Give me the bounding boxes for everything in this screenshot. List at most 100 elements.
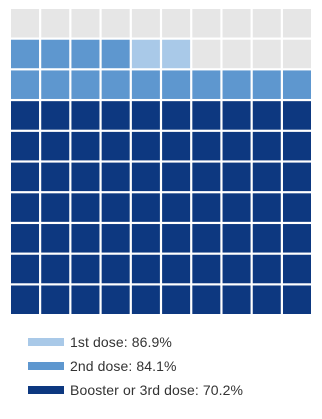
- waffle-cell-booster-or-3rd-dose: [41, 285, 70, 314]
- waffle-cell-2nd-dose: [41, 39, 70, 69]
- waffle-cell-booster-or-3rd-dose: [222, 285, 251, 314]
- waffle-cell-empty: [41, 9, 70, 38]
- waffle-cell-booster-or-3rd-dose: [71, 285, 100, 314]
- waffle-cell-empty: [162, 9, 191, 38]
- waffle-cell-2nd-dose: [162, 70, 191, 99]
- legend-item-booster: Booster or 3rd dose: 70.2%: [28, 378, 318, 402]
- waffle-cell-booster-or-3rd-dose: [101, 101, 130, 130]
- waffle-cell-booster-or-3rd-dose: [162, 162, 191, 192]
- waffle-cell-booster-or-3rd-dose: [131, 285, 160, 314]
- waffle-cell-booster-or-3rd-dose: [131, 254, 160, 284]
- waffle-cell-booster-or-3rd-dose: [71, 101, 100, 130]
- waffle-cell-empty: [252, 39, 281, 69]
- waffle-cell-booster-or-3rd-dose: [282, 131, 311, 161]
- waffle-cell-booster-or-3rd-dose: [71, 224, 100, 253]
- waffle-cell-booster-or-3rd-dose: [131, 162, 160, 192]
- waffle-cell-booster-or-3rd-dose: [222, 101, 251, 130]
- waffle-cell-booster-or-3rd-dose: [162, 224, 191, 253]
- waffle-cell-booster-or-3rd-dose: [101, 254, 130, 284]
- legend-label-1st-dose: 1st dose: 86.9%: [70, 334, 172, 350]
- waffle-cell-booster-or-3rd-dose: [162, 193, 191, 222]
- waffle-cell-booster-or-3rd-dose: [282, 162, 311, 192]
- waffle-cell-booster-or-3rd-dose: [282, 193, 311, 222]
- waffle-cell-booster-or-3rd-dose: [192, 131, 221, 161]
- waffle-cell-booster-or-3rd-dose: [282, 224, 311, 253]
- waffle-cell-2nd-dose: [282, 70, 311, 99]
- waffle-cell-empty: [252, 9, 281, 38]
- waffle-cell-1st-dose: [131, 39, 160, 69]
- waffle-cell-2nd-dose: [71, 39, 100, 69]
- waffle-cell-booster-or-3rd-dose: [11, 285, 40, 314]
- waffle-cell-booster-or-3rd-dose: [222, 254, 251, 284]
- waffle-cell-booster-or-3rd-dose: [282, 285, 311, 314]
- waffle-cell-2nd-dose: [131, 70, 160, 99]
- waffle-cell-empty: [131, 9, 160, 38]
- legend-swatch-booster: [28, 386, 64, 394]
- waffle-cell-empty: [71, 9, 100, 38]
- waffle-cell-2nd-dose: [11, 39, 40, 69]
- waffle-cell-empty: [222, 9, 251, 38]
- waffle-cell-booster-or-3rd-dose: [11, 193, 40, 222]
- waffle-cell-2nd-dose: [11, 70, 40, 99]
- waffle-cell-2nd-dose: [71, 70, 100, 99]
- waffle-cell-booster-or-3rd-dose: [162, 254, 191, 284]
- waffle-cell-booster-or-3rd-dose: [162, 285, 191, 314]
- legend-item-2nd-dose: 2nd dose: 84.1%: [28, 354, 318, 378]
- waffle-chart: [11, 9, 311, 314]
- waffle-cell-booster-or-3rd-dose: [11, 101, 40, 130]
- waffle-cell-booster-or-3rd-dose: [222, 162, 251, 192]
- waffle-cell-booster-or-3rd-dose: [222, 224, 251, 253]
- waffle-cell-booster-or-3rd-dose: [252, 285, 281, 314]
- waffle-cell-booster-or-3rd-dose: [192, 285, 221, 314]
- waffle-cell-booster-or-3rd-dose: [101, 131, 130, 161]
- waffle-cell-empty: [192, 9, 221, 38]
- waffle-cell-booster-or-3rd-dose: [131, 131, 160, 161]
- waffle-cell-booster-or-3rd-dose: [162, 131, 191, 161]
- waffle-cell-booster-or-3rd-dose: [131, 101, 160, 130]
- waffle-cell-booster-or-3rd-dose: [252, 224, 281, 253]
- waffle-cell-booster-or-3rd-dose: [252, 162, 281, 192]
- waffle-cell-booster-or-3rd-dose: [282, 101, 311, 130]
- waffle-cell-booster-or-3rd-dose: [11, 224, 40, 253]
- waffle-cell-booster-or-3rd-dose: [11, 254, 40, 284]
- waffle-cell-empty: [282, 39, 311, 69]
- waffle-cell-booster-or-3rd-dose: [41, 224, 70, 253]
- waffle-cell-booster-or-3rd-dose: [192, 224, 221, 253]
- waffle-cell-booster-or-3rd-dose: [252, 254, 281, 284]
- waffle-cell-2nd-dose: [222, 70, 251, 99]
- waffle-cell-booster-or-3rd-dose: [282, 254, 311, 284]
- waffle-cell-empty: [11, 9, 40, 38]
- waffle-cell-booster-or-3rd-dose: [252, 131, 281, 161]
- legend: 1st dose: 86.9% 2nd dose: 84.1% Booster …: [28, 330, 318, 402]
- waffle-cell-booster-or-3rd-dose: [192, 162, 221, 192]
- waffle-cell-empty: [222, 39, 251, 69]
- waffle-cell-empty: [192, 39, 221, 69]
- legend-swatch-2nd-dose: [28, 362, 64, 370]
- waffle-cell-booster-or-3rd-dose: [192, 101, 221, 130]
- waffle-cell-booster-or-3rd-dose: [131, 193, 160, 222]
- waffle-cell-2nd-dose: [192, 70, 221, 99]
- waffle-cell-booster-or-3rd-dose: [11, 131, 40, 161]
- waffle-cell-booster-or-3rd-dose: [71, 162, 100, 192]
- waffle-cell-booster-or-3rd-dose: [101, 285, 130, 314]
- legend-item-1st-dose: 1st dose: 86.9%: [28, 330, 318, 354]
- waffle-cell-booster-or-3rd-dose: [162, 101, 191, 130]
- waffle-cell-empty: [282, 9, 311, 38]
- legend-label-booster: Booster or 3rd dose: 70.2%: [70, 382, 244, 398]
- legend-swatch-1st-dose: [28, 338, 64, 346]
- waffle-cell-booster-or-3rd-dose: [41, 254, 70, 284]
- waffle-cell-booster-or-3rd-dose: [11, 162, 40, 192]
- waffle-cell-booster-or-3rd-dose: [41, 131, 70, 161]
- waffle-cell-booster-or-3rd-dose: [252, 193, 281, 222]
- waffle-cell-booster-or-3rd-dose: [41, 193, 70, 222]
- waffle-cell-booster-or-3rd-dose: [101, 162, 130, 192]
- waffle-cell-booster-or-3rd-dose: [71, 254, 100, 284]
- waffle-cell-booster-or-3rd-dose: [192, 254, 221, 284]
- waffle-cell-booster-or-3rd-dose: [41, 101, 70, 130]
- waffle-cell-1st-dose: [162, 39, 191, 69]
- waffle-cell-booster-or-3rd-dose: [71, 193, 100, 222]
- waffle-cell-empty: [101, 9, 130, 38]
- waffle-cell-2nd-dose: [101, 39, 130, 69]
- waffle-cell-booster-or-3rd-dose: [252, 101, 281, 130]
- waffle-cell-booster-or-3rd-dose: [71, 131, 100, 161]
